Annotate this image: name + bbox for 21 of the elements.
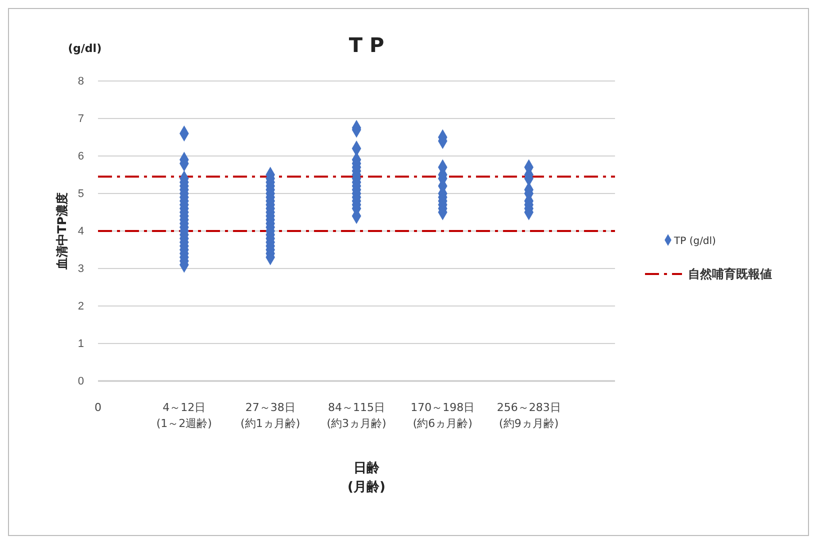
y-axis-title: 血清中TP濃度 [55,192,69,270]
chart-title: T P [348,33,384,57]
legend-label: 自然哺育既報値 [688,267,772,281]
x-axis-title: 日齢 (月齢) [348,461,386,495]
y-tick-label: 2 [78,300,84,313]
y-tick-label: 8 [78,76,84,88]
x-tick-label: 256～283日 (約9ヵ月齢) [496,401,561,430]
x-tick-label: 4～12日 (1～2週齢) [156,401,212,430]
x-tick-label: 0 [94,401,102,414]
y-tick-label: 5 [78,188,84,200]
x-tick-label: 84～115日 (約3ヵ月齢) [326,401,386,430]
x-tick-label: 170～198日 (約6ヵ月齢) [410,401,475,430]
y-tick-label: 0 [78,376,84,388]
y-tick-label: 3 [78,263,84,276]
legend-label: TP (g/dl) [673,236,716,247]
y-tick-label: 4 [78,226,84,238]
x-tick-label: 27～38日 (約1ヵ月齢) [240,401,300,430]
y-tick-label: 6 [78,150,84,163]
text: (g/dl) [68,42,102,55]
y-tick-label: 1 [78,338,84,350]
y-tick-label: 7 [78,113,84,126]
